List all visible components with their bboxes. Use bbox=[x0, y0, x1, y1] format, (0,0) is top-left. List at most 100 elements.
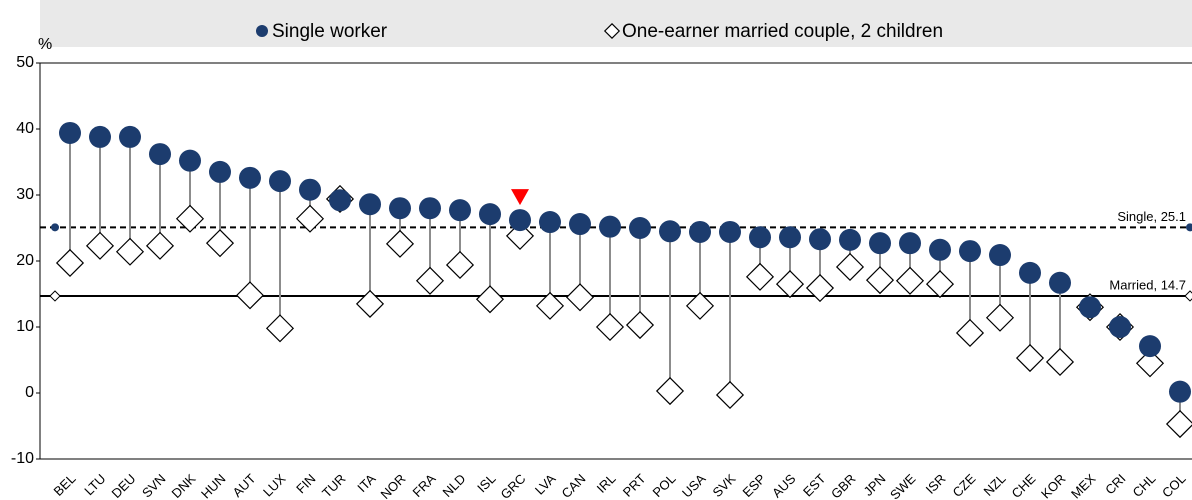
x-tick-label: NOR bbox=[378, 471, 409, 500]
y-tick-label: 0 bbox=[25, 384, 34, 401]
married-point bbox=[115, 237, 145, 266]
married-point bbox=[895, 266, 925, 295]
legend-background bbox=[40, 0, 1192, 47]
x-tick-label: ISL bbox=[474, 471, 498, 495]
single-point bbox=[899, 232, 921, 255]
married-point bbox=[655, 376, 685, 406]
single-point bbox=[869, 232, 891, 255]
legend-label: Single worker bbox=[272, 21, 388, 42]
x-tick-label: SVK bbox=[710, 471, 739, 500]
reference-marker bbox=[1184, 290, 1192, 302]
married-point bbox=[205, 229, 235, 258]
x-tick-label: AUS bbox=[769, 471, 799, 500]
x-tick-label: BEL bbox=[51, 471, 79, 499]
married-point bbox=[235, 281, 265, 310]
single-point bbox=[779, 226, 801, 249]
married-point bbox=[355, 289, 385, 318]
single-point bbox=[989, 244, 1011, 267]
single-point bbox=[59, 121, 81, 144]
married-point bbox=[955, 318, 985, 347]
married-point bbox=[385, 229, 415, 258]
married-point bbox=[415, 266, 445, 295]
x-tick-label: ESP bbox=[740, 471, 769, 500]
married-point bbox=[505, 221, 535, 250]
x-tick-label: CAN bbox=[559, 471, 589, 500]
married-point bbox=[985, 303, 1015, 332]
single-point bbox=[89, 125, 111, 148]
single-point bbox=[659, 220, 681, 243]
reference-marker bbox=[49, 290, 61, 302]
married-point bbox=[265, 314, 295, 343]
single-point bbox=[809, 228, 831, 251]
x-tick-label: LTU bbox=[81, 471, 108, 498]
single-point bbox=[269, 170, 291, 193]
single-point bbox=[119, 125, 141, 148]
married-point bbox=[145, 231, 175, 260]
x-tick-label: CHE bbox=[1009, 471, 1039, 500]
single-point bbox=[1049, 271, 1071, 294]
single-point bbox=[509, 209, 531, 232]
legend-label: One-earner married couple, 2 children bbox=[622, 21, 943, 42]
married-point bbox=[775, 270, 805, 299]
x-tick-label: KOR bbox=[1038, 471, 1069, 500]
married-point bbox=[535, 291, 565, 320]
single-point bbox=[929, 238, 951, 261]
single-point bbox=[959, 240, 981, 263]
x-tick-label: SWE bbox=[887, 471, 919, 500]
single-point bbox=[299, 178, 321, 201]
married-point bbox=[1045, 347, 1075, 377]
single-point bbox=[719, 220, 741, 243]
x-tick-label: NZL bbox=[981, 471, 1009, 499]
married-point bbox=[925, 270, 955, 299]
single-point bbox=[1169, 380, 1191, 403]
married-point bbox=[1135, 349, 1165, 378]
single-point bbox=[569, 213, 591, 236]
x-tick-label: GRC bbox=[498, 471, 529, 500]
single-point bbox=[749, 226, 771, 249]
married-point bbox=[865, 266, 895, 295]
single-point bbox=[209, 160, 231, 183]
x-tick-label: IRL bbox=[594, 471, 619, 496]
single-point bbox=[149, 143, 171, 166]
x-tick-label: JPN bbox=[861, 471, 889, 499]
single-point bbox=[1019, 261, 1041, 284]
x-tick-label: EST bbox=[800, 471, 829, 500]
x-tick-label: LUX bbox=[260, 471, 289, 500]
married-point bbox=[715, 380, 745, 410]
reference-marker bbox=[51, 223, 59, 232]
married-point bbox=[1165, 409, 1192, 439]
y-tick-label: 40 bbox=[16, 120, 34, 137]
single-point bbox=[1139, 335, 1161, 358]
single-point bbox=[449, 199, 471, 222]
y-tick-label: 20 bbox=[16, 252, 34, 269]
single-point bbox=[599, 215, 621, 238]
married-point bbox=[685, 291, 715, 320]
legend-marker bbox=[603, 22, 621, 40]
x-tick-label: DEU bbox=[109, 471, 139, 500]
x-tick-label: MEX bbox=[1068, 471, 1099, 500]
x-tick-label: DNK bbox=[169, 471, 199, 500]
x-tick-label: ITA bbox=[354, 471, 378, 495]
x-tick-label: USA bbox=[679, 471, 709, 500]
x-tick-label: SVN bbox=[139, 471, 169, 500]
married-point bbox=[175, 204, 205, 233]
x-tick-label: TUR bbox=[319, 471, 348, 500]
y-tick-label: 30 bbox=[16, 186, 34, 203]
married-point bbox=[295, 204, 325, 233]
legend-marker bbox=[256, 25, 268, 37]
single-point bbox=[389, 197, 411, 220]
x-tick-label: CRI bbox=[1102, 471, 1128, 497]
married-point bbox=[805, 274, 835, 303]
x-tick-label: COL bbox=[1159, 471, 1189, 500]
married-point bbox=[835, 252, 865, 281]
married-point bbox=[1015, 343, 1045, 373]
single-point bbox=[419, 197, 441, 220]
married-point bbox=[745, 262, 775, 291]
married-point bbox=[565, 283, 595, 312]
single-point bbox=[689, 220, 711, 243]
reference-label: Married, 14.7 bbox=[1109, 277, 1186, 292]
single-point bbox=[479, 203, 501, 226]
x-tick-label: CHL bbox=[1130, 471, 1159, 500]
